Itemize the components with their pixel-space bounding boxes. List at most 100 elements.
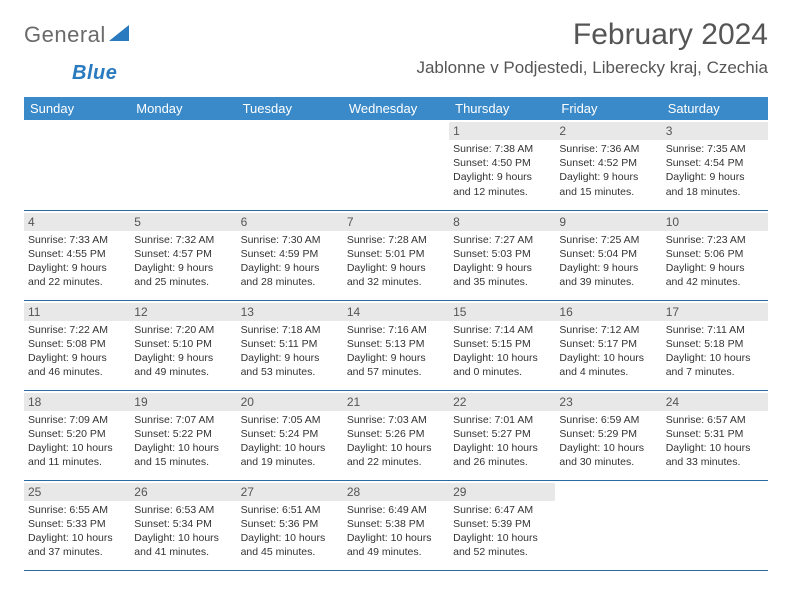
calendar-day-cell: 8 Sunrise: 7:27 AMSunset: 5:03 PMDaylight… [449,210,555,300]
day-info: Sunrise: 7:09 AMSunset: 5:20 PMDaylight:… [28,413,126,470]
day-info: Sunrise: 7:14 AMSunset: 5:15 PMDaylight:… [453,323,551,380]
day-number: 1 [449,122,555,140]
day-info: Sunrise: 7:23 AMSunset: 5:06 PMDaylight:… [666,233,764,290]
day-number: 7 [343,213,449,231]
day-info: Sunrise: 7:22 AMSunset: 5:08 PMDaylight:… [28,323,126,380]
day-number: 10 [662,213,768,231]
day-number: 19 [130,393,236,411]
day-info: Sunrise: 7:25 AMSunset: 5:04 PMDaylight:… [559,233,657,290]
calendar-day-cell: 14 Sunrise: 7:16 AMSunset: 5:13 PMDayligh… [343,300,449,390]
calendar-day-cell [237,120,343,210]
calendar-day-cell: 23 Sunrise: 6:59 AMSunset: 5:29 PMDayligh… [555,390,661,480]
day-info: Sunrise: 6:59 AMSunset: 5:29 PMDaylight:… [559,413,657,470]
calendar-day-cell: 12 Sunrise: 7:20 AMSunset: 5:10 PMDayligh… [130,300,236,390]
brand-logo: General [24,22,131,48]
day-info: Sunrise: 6:53 AMSunset: 5:34 PMDaylight:… [134,503,232,560]
day-info: Sunrise: 6:51 AMSunset: 5:36 PMDaylight:… [241,503,339,560]
calendar-week-row: 25 Sunrise: 6:55 AMSunset: 5:33 PMDayligh… [24,480,768,570]
day-info: Sunrise: 7:20 AMSunset: 5:10 PMDaylight:… [134,323,232,380]
calendar-body: 1 Sunrise: 7:38 AMSunset: 4:50 PMDaylight… [24,120,768,570]
brand-part1: General [24,22,106,48]
calendar-day-cell: 25 Sunrise: 6:55 AMSunset: 5:33 PMDayligh… [24,480,130,570]
day-number: 26 [130,483,236,501]
calendar-day-cell: 20Sunrise: 7:05 AMSunset: 5:24 PMDayligh… [237,390,343,480]
calendar-day-cell: 13Sunrise: 7:18 AMSunset: 5:11 PMDayligh… [237,300,343,390]
day-info: Sunrise: 7:36 AMSunset: 4:52 PMDaylight:… [559,142,657,199]
day-info: Sunrise: 7:35 AMSunset: 4:54 PMDaylight:… [666,142,764,199]
day-header: Friday [555,97,661,120]
day-number: 8 [449,213,555,231]
calendar-day-cell: 15 Sunrise: 7:14 AMSunset: 5:15 PMDayligh… [449,300,555,390]
day-number: 28 [343,483,449,501]
day-number: 22 [449,393,555,411]
calendar-week-row: 4 Sunrise: 7:33 AMSunset: 4:55 PMDaylight… [24,210,768,300]
day-info: Sunrise: 7:01 AMSunset: 5:27 PMDaylight:… [453,413,551,470]
day-info: Sunrise: 7:38 AMSunset: 4:50 PMDaylight:… [453,142,551,199]
day-number: 17 [662,303,768,321]
day-info: Sunrise: 6:57 AMSunset: 5:31 PMDaylight:… [666,413,764,470]
day-info: Sunrise: 7:11 AMSunset: 5:18 PMDaylight:… [666,323,764,380]
calendar-day-cell: 29 Sunrise: 6:47 AMSunset: 5:39 PMDayligh… [449,480,555,570]
calendar-day-cell: 26 Sunrise: 6:53 AMSunset: 5:34 PMDayligh… [130,480,236,570]
day-header: Thursday [449,97,555,120]
day-info: Sunrise: 7:07 AMSunset: 5:22 PMDaylight:… [134,413,232,470]
day-number: 25 [24,483,130,501]
day-number: 15 [449,303,555,321]
day-number: 21 [343,393,449,411]
day-info: Sunrise: 7:32 AMSunset: 4:57 PMDaylight:… [134,233,232,290]
day-info: Sunrise: 6:47 AMSunset: 5:39 PMDaylight:… [453,503,551,560]
calendar-day-cell: 10 Sunrise: 7:23 AMSunset: 5:06 PMDayligh… [662,210,768,300]
day-number: 4 [24,213,130,231]
calendar-table: SundayMondayTuesdayWednesdayThursdayFrid… [24,97,768,571]
triangle-icon [109,25,129,46]
title-block: February 2024 Jablonne v Podjestedi, Lib… [416,18,768,78]
day-number: 3 [662,122,768,140]
day-number: 2 [555,122,661,140]
calendar-day-cell: 6 Sunrise: 7:30 AMSunset: 4:59 PMDaylight… [237,210,343,300]
calendar-day-cell: 4 Sunrise: 7:33 AMSunset: 4:55 PMDaylight… [24,210,130,300]
day-number: 9 [555,213,661,231]
day-info: Sunrise: 7:30 AMSunset: 4:59 PMDaylight:… [241,233,339,290]
calendar-day-cell [24,120,130,210]
calendar-week-row: 18 Sunrise: 7:09 AMSunset: 5:20 PMDayligh… [24,390,768,480]
calendar-day-cell: 19 Sunrise: 7:07 AMSunset: 5:22 PMDayligh… [130,390,236,480]
calendar-day-cell: 22 Sunrise: 7:01 AMSunset: 5:27 PMDayligh… [449,390,555,480]
day-info: Sunrise: 7:16 AMSunset: 5:13 PMDaylight:… [347,323,445,380]
calendar-day-cell: 17 Sunrise: 7:11 AMSunset: 5:18 PMDayligh… [662,300,768,390]
day-header: Monday [130,97,236,120]
calendar-day-cell: 16 Sunrise: 7:12 AMSunset: 5:17 PMDayligh… [555,300,661,390]
calendar-day-cell: 21 Sunrise: 7:03 AMSunset: 5:26 PMDayligh… [343,390,449,480]
day-number: 12 [130,303,236,321]
day-number: 11 [24,303,130,321]
calendar-week-row: 11 Sunrise: 7:22 AMSunset: 5:08 PMDayligh… [24,300,768,390]
day-info: Sunrise: 7:03 AMSunset: 5:26 PMDaylight:… [347,413,445,470]
day-header: Sunday [24,97,130,120]
day-number: 16 [555,303,661,321]
day-info: Sunrise: 7:27 AMSunset: 5:03 PMDaylight:… [453,233,551,290]
calendar-day-cell: 5 Sunrise: 7:32 AMSunset: 4:57 PMDaylight… [130,210,236,300]
brand-part2: Blue [72,62,117,84]
calendar-day-cell: 27Sunrise: 6:51 AMSunset: 5:36 PMDayligh… [237,480,343,570]
day-number: 18 [24,393,130,411]
calendar-header-row: SundayMondayTuesdayWednesdayThursdayFrid… [24,97,768,120]
day-info: Sunrise: 7:28 AMSunset: 5:01 PMDaylight:… [347,233,445,290]
calendar-day-cell: 18 Sunrise: 7:09 AMSunset: 5:20 PMDayligh… [24,390,130,480]
calendar-day-cell: 3 Sunrise: 7:35 AMSunset: 4:54 PMDaylight… [662,120,768,210]
calendar-day-cell: 1 Sunrise: 7:38 AMSunset: 4:50 PMDaylight… [449,120,555,210]
day-info: Sunrise: 6:55 AMSunset: 5:33 PMDaylight:… [28,503,126,560]
day-number: 14 [343,303,449,321]
day-number: 5 [130,213,236,231]
day-number: 23 [555,393,661,411]
day-number: 20 [237,393,343,411]
calendar-day-cell [130,120,236,210]
day-info: Sunrise: 7:12 AMSunset: 5:17 PMDaylight:… [559,323,657,380]
calendar-week-row: 1 Sunrise: 7:38 AMSunset: 4:50 PMDaylight… [24,120,768,210]
day-number: 6 [237,213,343,231]
day-info: Sunrise: 7:33 AMSunset: 4:55 PMDaylight:… [28,233,126,290]
month-title: February 2024 [416,18,768,52]
location-text: Jablonne v Podjestedi, Liberecky kraj, C… [416,58,768,78]
day-number: 29 [449,483,555,501]
day-info: Sunrise: 6:49 AMSunset: 5:38 PMDaylight:… [347,503,445,560]
calendar-day-cell: 11 Sunrise: 7:22 AMSunset: 5:08 PMDayligh… [24,300,130,390]
calendar-day-cell [555,480,661,570]
